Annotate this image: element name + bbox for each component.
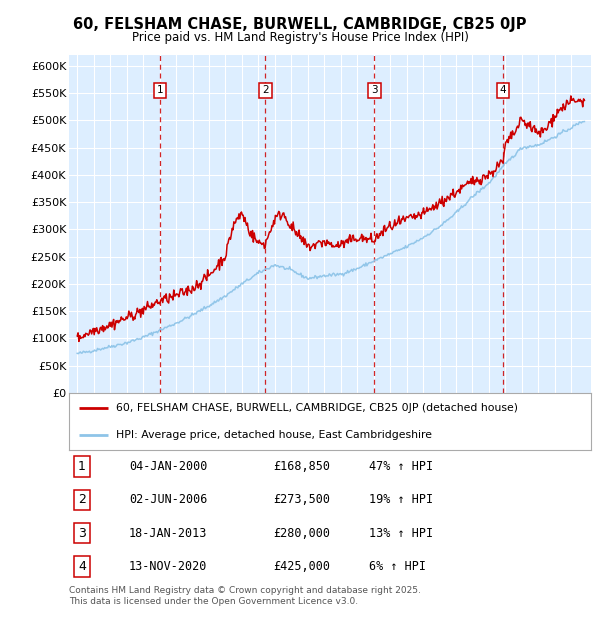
Text: Contains HM Land Registry data © Crown copyright and database right 2025.
This d: Contains HM Land Registry data © Crown c… (69, 586, 421, 606)
Text: 1: 1 (78, 460, 86, 473)
Text: 13% ↑ HPI: 13% ↑ HPI (369, 526, 433, 539)
Text: 18-JAN-2013: 18-JAN-2013 (129, 526, 208, 539)
Text: 19% ↑ HPI: 19% ↑ HPI (369, 494, 433, 507)
Text: 3: 3 (78, 526, 86, 539)
Text: £168,850: £168,850 (273, 460, 330, 473)
Text: 1: 1 (157, 86, 163, 95)
Text: 4: 4 (78, 560, 86, 573)
Text: £280,000: £280,000 (273, 526, 330, 539)
Text: 60, FELSHAM CHASE, BURWELL, CAMBRIDGE, CB25 0JP (detached house): 60, FELSHAM CHASE, BURWELL, CAMBRIDGE, C… (116, 404, 518, 414)
Text: Price paid vs. HM Land Registry's House Price Index (HPI): Price paid vs. HM Land Registry's House … (131, 31, 469, 44)
Text: 13-NOV-2020: 13-NOV-2020 (129, 560, 208, 573)
Text: HPI: Average price, detached house, East Cambridgeshire: HPI: Average price, detached house, East… (116, 430, 432, 440)
Text: 47% ↑ HPI: 47% ↑ HPI (369, 460, 433, 473)
Text: 2: 2 (262, 86, 269, 95)
Text: 3: 3 (371, 86, 378, 95)
Text: 04-JAN-2000: 04-JAN-2000 (129, 460, 208, 473)
Text: 02-JUN-2006: 02-JUN-2006 (129, 494, 208, 507)
Text: 4: 4 (500, 86, 506, 95)
Text: 60, FELSHAM CHASE, BURWELL, CAMBRIDGE, CB25 0JP: 60, FELSHAM CHASE, BURWELL, CAMBRIDGE, C… (73, 17, 527, 32)
Text: 2: 2 (78, 494, 86, 507)
Text: £273,500: £273,500 (273, 494, 330, 507)
Text: £425,000: £425,000 (273, 560, 330, 573)
Text: 6% ↑ HPI: 6% ↑ HPI (369, 560, 426, 573)
